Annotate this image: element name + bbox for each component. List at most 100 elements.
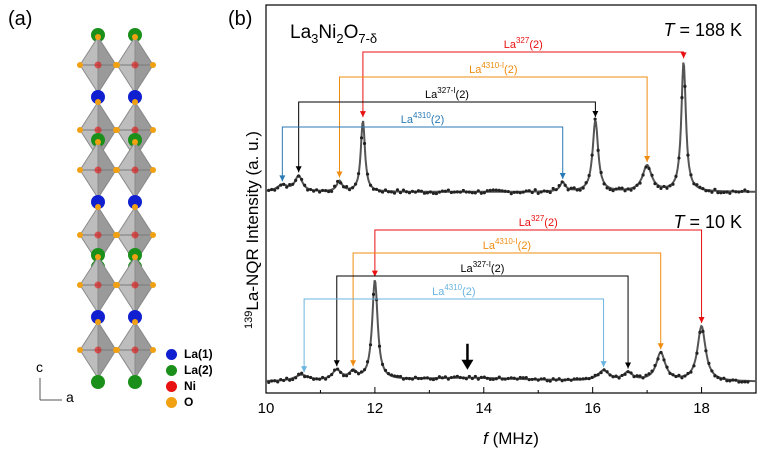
data-point: [452, 375, 456, 379]
octahedron-3b-o-atom: [114, 282, 120, 288]
data-point: [267, 380, 271, 384]
data-point: [494, 188, 498, 192]
data-point: [422, 191, 427, 195]
octahedron-2c-ni-atom: [94, 231, 102, 239]
data-point: [515, 190, 519, 194]
data-point: [276, 380, 280, 384]
data-point: [650, 369, 654, 373]
data-point: [410, 189, 415, 193]
data-point: [288, 182, 292, 187]
octahedron-2c-o-atom: [77, 232, 83, 238]
octahedron-2b-ni-atom: [131, 166, 139, 174]
data-point: [279, 183, 283, 187]
octahedron-1d-o-atom: [114, 127, 120, 133]
data-point: [273, 188, 277, 192]
data-point: [291, 377, 295, 382]
data-point: [731, 189, 735, 193]
data-point: [324, 189, 328, 193]
assignment-0-2-label: La327-I(2): [425, 86, 469, 101]
data-point: [464, 190, 468, 194]
data-point: [698, 330, 702, 334]
data-point: [371, 292, 376, 296]
assignment-0-3-arrow-left: [279, 175, 286, 182]
data-point: [674, 174, 678, 178]
data-point: [392, 191, 397, 195]
data-point: [437, 190, 442, 194]
octahedron-3c-o-atom: [77, 347, 83, 353]
data-point: [503, 377, 507, 381]
x-tick-label-18: 18: [693, 400, 710, 417]
assignment-1-1-label: La4310-I(2): [483, 237, 531, 252]
data-point: [324, 377, 328, 381]
data-point: [318, 377, 322, 381]
data-point: [431, 191, 436, 196]
a-axis-label: a: [66, 389, 74, 405]
data-point: [315, 377, 319, 381]
assignment-1-3-bracket: [303, 298, 605, 373]
data-point: [701, 329, 705, 333]
data-point: [497, 188, 501, 192]
octahedron-3d-ni-atom: [131, 346, 139, 354]
legend-la2-label: La(2): [184, 363, 213, 377]
data-point: [707, 189, 711, 193]
octahedron-2a: [77, 139, 119, 201]
data-point: [575, 377, 579, 381]
la2-dot-icon: [166, 364, 177, 376]
data-point: [377, 189, 382, 193]
data-point: [455, 374, 459, 378]
data-point: [494, 377, 498, 381]
data-point: [458, 375, 462, 380]
data-point: [365, 360, 370, 364]
data-point: [359, 136, 364, 140]
octahedron-2a-ni-atom: [94, 166, 102, 174]
data-point: [539, 190, 543, 194]
data-point: [521, 376, 525, 380]
data-point: [653, 182, 657, 186]
data-point: [386, 371, 391, 376]
data-point: [701, 187, 705, 191]
data-point: [533, 377, 537, 381]
legend-o-label: O: [184, 395, 194, 409]
data-point: [347, 188, 352, 192]
data-point: [470, 376, 474, 381]
data-point: [608, 373, 612, 377]
data-point: [548, 379, 552, 383]
data-point: [276, 186, 280, 190]
data-point: [593, 373, 597, 378]
data-point: [500, 377, 504, 381]
octahedron-3c: [77, 319, 119, 381]
data-point: [521, 190, 525, 194]
data-point: [371, 187, 376, 191]
octahedron-2a-o-atom: [95, 139, 101, 145]
data-point: [725, 379, 729, 383]
data-point: [485, 189, 489, 193]
data-point: [452, 190, 456, 194]
data-point: [309, 187, 313, 192]
temperature-label-1: T = 10 K: [673, 212, 742, 232]
data-point: [344, 374, 349, 378]
data-point: [425, 191, 430, 195]
data-point: [434, 191, 439, 196]
data-point: [467, 190, 471, 194]
data-point: [605, 186, 609, 190]
assignment-0-2-arrow-right: [592, 110, 599, 117]
data-point: [300, 177, 304, 182]
data-point: [506, 189, 510, 194]
octahedron-2b-o-atom: [114, 167, 120, 173]
data-point: [728, 191, 732, 195]
data-point: [392, 374, 397, 378]
data-point: [473, 374, 477, 379]
data-point: [455, 190, 459, 194]
data-point: [539, 377, 543, 381]
octahedron-1b-o-atom: [114, 62, 120, 68]
data-point: [467, 374, 471, 379]
data-point: [303, 183, 307, 187]
octahedron-1c: [77, 99, 119, 161]
data-point: [437, 375, 442, 379]
data-point: [545, 379, 549, 383]
data-point: [623, 189, 627, 193]
octahedron-1d-o-atom: [150, 127, 156, 133]
data-point: [315, 188, 319, 192]
data-point: [476, 377, 480, 381]
data-point: [350, 368, 355, 372]
